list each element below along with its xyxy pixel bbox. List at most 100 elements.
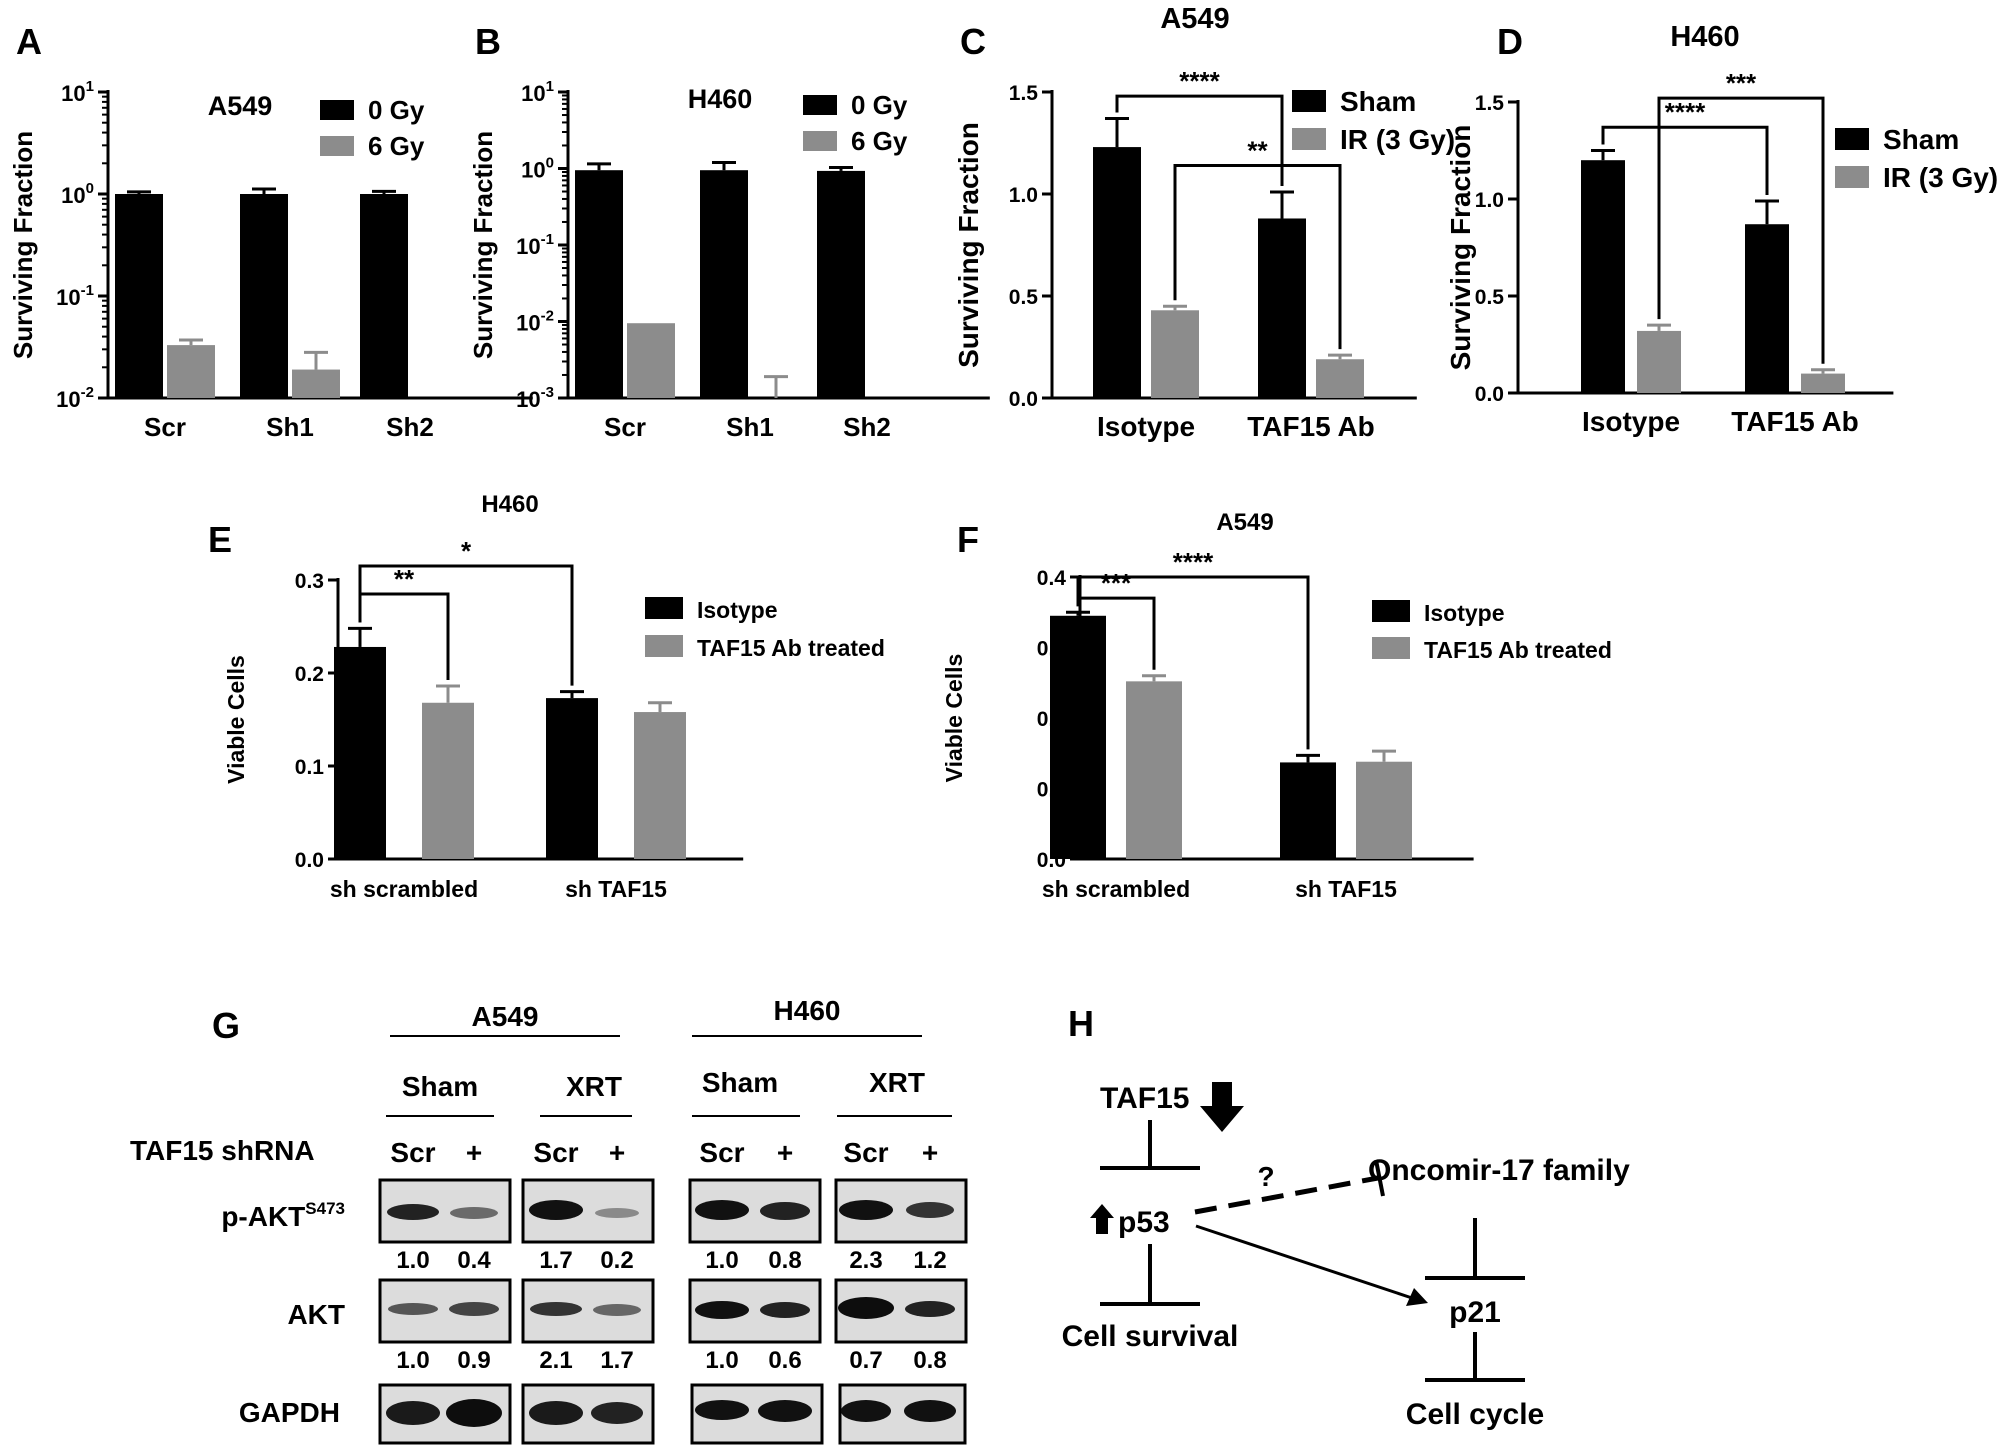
- bar: [1356, 761, 1412, 859]
- lane-label: Scr: [533, 1137, 578, 1168]
- y-tick-label: 1.5: [1009, 82, 1039, 105]
- y-axis-label: Surviving Fraction: [953, 122, 984, 368]
- legend-label: Isotype: [1424, 600, 1505, 626]
- chart-panel-d: D H460 Surviving Fraction 0.0 0.5 1.0 1.5 Isoty…: [1445, 21, 1998, 437]
- bar: [627, 323, 675, 398]
- legend-label: 0 Gy: [851, 90, 908, 120]
- y-tick-label: 10-3: [516, 384, 554, 412]
- densitometry-value: 0.7: [849, 1347, 882, 1374]
- blot-row-label-p-akt: p-AKTS473: [221, 1199, 345, 1232]
- bar: [1316, 359, 1364, 398]
- y-axis-label: Surviving Fraction: [468, 131, 498, 359]
- lane-label: +: [922, 1137, 938, 1168]
- legend-label: IR (3 Gy): [1340, 124, 1455, 155]
- legend-swatch: [1835, 166, 1869, 188]
- legend-label: TAF15 Ab treated: [697, 635, 885, 661]
- chart-title: H460: [481, 491, 538, 518]
- legend-swatch: [1372, 637, 1410, 659]
- x-tick-label: sh TAF15: [565, 876, 667, 902]
- legend-swatch: [1372, 600, 1410, 622]
- legend-label: TAF15 Ab treated: [1424, 637, 1612, 663]
- blot-band: [838, 1297, 894, 1319]
- blot-band: [695, 1200, 749, 1220]
- tick-mantissa: 10: [61, 81, 85, 106]
- y-tick-label: 0.5: [1475, 286, 1505, 309]
- significance-label: **: [1247, 135, 1268, 165]
- x-tick-label: Sh2: [843, 412, 891, 442]
- shrna-label: TAF15 shRNA: [130, 1135, 315, 1166]
- tick-mantissa: 10: [56, 387, 80, 412]
- x-tick-label: sh TAF15: [1295, 876, 1397, 902]
- x-tick-label: TAF15 Ab: [1247, 411, 1375, 442]
- bar: [115, 194, 163, 398]
- y-tick-label: 10-1: [516, 231, 554, 259]
- x-tick-label: Sh1: [266, 412, 314, 442]
- tick-mantissa: 10: [516, 234, 540, 259]
- bar: [1637, 330, 1681, 393]
- significance-bracket: [1173, 163, 1342, 350]
- lane-label: +: [466, 1137, 482, 1168]
- legend-swatch: [803, 95, 837, 115]
- bar: [1745, 224, 1789, 393]
- densitometry-value: 0.6: [768, 1347, 801, 1374]
- lane-label: +: [609, 1137, 625, 1168]
- densitometry-value: 1.2: [913, 1247, 946, 1274]
- blot-band: [450, 1207, 498, 1219]
- y-tick-label: 0.4: [1037, 567, 1067, 590]
- x-tick-label: Isotype: [1097, 411, 1195, 442]
- x-tick-label: Scr: [604, 412, 646, 442]
- blot-akt: [378, 1278, 968, 1344]
- blot-row-label-gapdh: GAPDH: [239, 1397, 340, 1428]
- blot-band: [839, 1200, 893, 1220]
- densitometry-value: 2.1: [539, 1347, 572, 1374]
- densitometry-value: 0.8: [768, 1247, 801, 1274]
- significance-bracket: [358, 564, 574, 686]
- chart-panel-e: E H460 Viable Cells 0.0 0.1 0.2 0.3 sh scramble…: [208, 491, 885, 902]
- y-axis-label: Viable Cells: [223, 655, 249, 784]
- tick-mantissa: 10: [521, 158, 545, 183]
- bar: [240, 194, 288, 398]
- blot-band: [529, 1200, 583, 1220]
- densitometry-value: 1.0: [396, 1347, 429, 1374]
- y-axis-label: Viable Cells: [941, 654, 967, 783]
- blot-band: [591, 1402, 643, 1424]
- bar: [1258, 218, 1306, 398]
- legend-swatch: [803, 131, 837, 151]
- dashed-inhibition-bar: [1374, 1159, 1385, 1197]
- activation-arrow-line: [1195, 1224, 1413, 1300]
- chart-title: A549: [208, 91, 273, 121]
- densitometry-value: 1.7: [539, 1247, 572, 1274]
- y-tick-label: 0.0: [1009, 388, 1038, 411]
- tick-exponent: 1: [86, 78, 94, 95]
- blot-band: [758, 1400, 812, 1422]
- y-tick-label: 0.5: [1009, 286, 1039, 309]
- bar: [1126, 681, 1182, 859]
- legend-label: IR (3 Gy): [1883, 162, 1998, 193]
- bar: [1151, 310, 1199, 398]
- bar: [1093, 147, 1141, 398]
- significance-label: **: [394, 564, 415, 594]
- bar: [700, 170, 748, 398]
- significance-label: *: [461, 536, 472, 566]
- panel-h-pathway-diagram: H TAF15 p53 ? Oncomir-17 family Cell sur…: [1062, 1003, 1630, 1431]
- y-tick-label: 101: [61, 78, 94, 106]
- bar: [546, 698, 598, 859]
- tick-exponent: -1: [541, 231, 554, 248]
- blot-band: [593, 1304, 641, 1316]
- panel-letter-g: G: [212, 1005, 240, 1046]
- node-oncomir: Oncomir-17 family: [1368, 1154, 1630, 1187]
- densitometry-value: 1.7: [600, 1347, 633, 1374]
- blot-gapdh: [378, 1383, 967, 1445]
- legend-label: Sham: [1340, 86, 1416, 117]
- bar: [575, 170, 623, 398]
- blot-band: [388, 1303, 438, 1315]
- y-tick-label: 0.0: [295, 849, 324, 872]
- tick-mantissa: 10: [521, 81, 545, 106]
- blot-band: [906, 1202, 954, 1218]
- bar: [1050, 615, 1106, 859]
- legend-label: 0 Gy: [368, 95, 425, 125]
